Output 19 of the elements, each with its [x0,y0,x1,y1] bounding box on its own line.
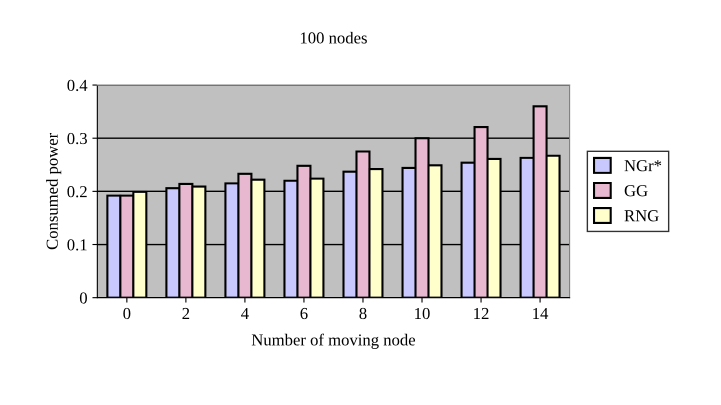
y-tick-label: 0.1 [67,239,87,251]
x-tick-label: 10 [415,308,430,320]
legend-label: RNG [624,210,659,222]
x-tick-label: 8 [359,308,367,320]
y-axis-title: Consumed power [46,132,62,250]
x-tick-label: 2 [182,308,190,319]
y-tick-label: 0.4 [67,80,88,92]
y-tick-label: 0 [80,292,87,304]
x-tick-label: 0 [123,308,130,320]
x-tick-label: 4 [241,308,249,319]
x-axis-title: Number of moving node [252,334,416,349]
chart-title: 100 nodes [300,32,367,44]
y-tick-label: 0.2 [67,186,87,198]
y-tick-label: 0.3 [67,132,87,144]
x-tick-label: 6 [300,308,308,320]
legend-label: NGr* [624,160,662,172]
legend-label: GG [624,185,648,196]
x-tick-label: 12 [474,308,488,319]
x-tick-label: 14 [533,308,548,319]
